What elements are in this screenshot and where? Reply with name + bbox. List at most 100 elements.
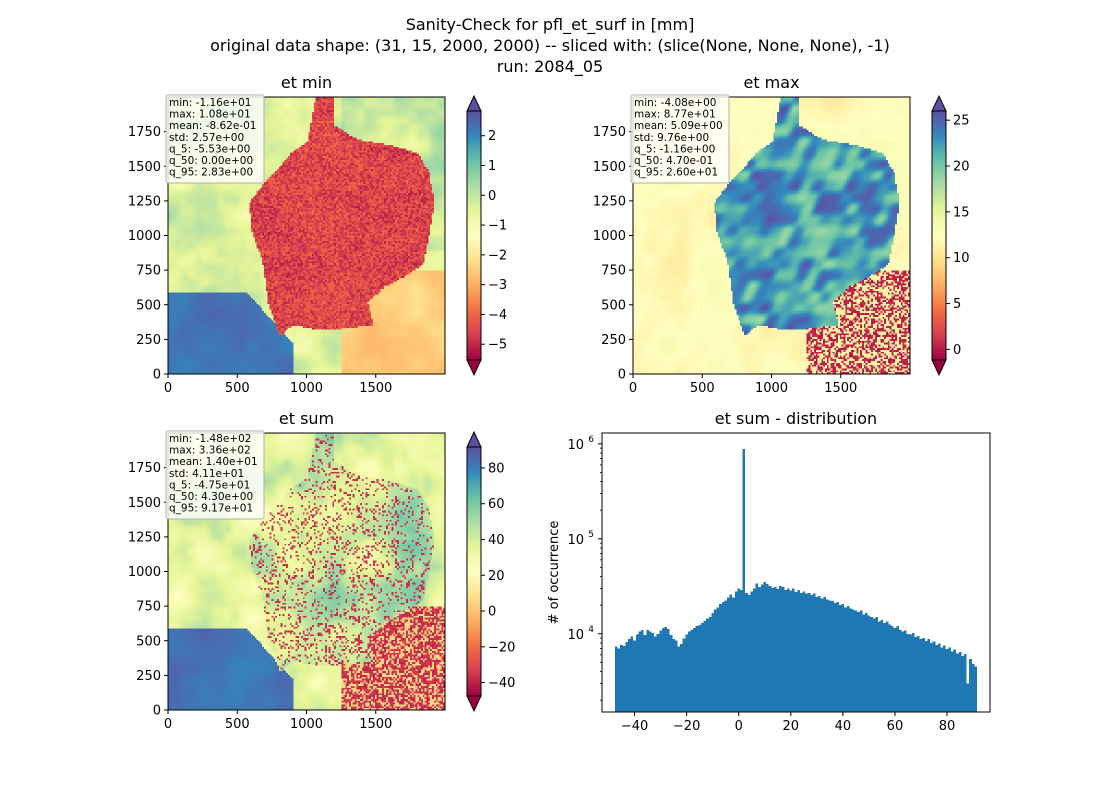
panel-1-colorbar-tick-label-1: 1 [488, 159, 496, 174]
panel-4-bar-79 [820, 598, 824, 712]
panel-1-colorbar-tick-label-4: −2 [488, 248, 507, 263]
panel-2-title: et max [743, 73, 799, 92]
panel-2-colorbar-tick-label-4: 5 [953, 297, 961, 312]
panel-4-bar-72 [802, 591, 806, 712]
panel-3-stats-line-6: q_95: 9.17e+01 [169, 503, 253, 515]
panel-4-bar-125 [940, 647, 944, 712]
panel-4-bar-124 [937, 643, 941, 712]
panel-2-xtick-label-2: 1000 [755, 381, 788, 396]
panel-4-bar-20 [667, 629, 670, 712]
panel-4-bar-77 [815, 596, 819, 712]
panel-4-bar-74 [807, 592, 811, 712]
panel-4-bar-134 [963, 654, 967, 712]
figure-title-line-3: run: 2084_05 [497, 57, 603, 77]
panel-4-bar-119 [924, 640, 928, 712]
panel-2-ytick-label-4: 1000 [593, 229, 626, 244]
panel-4-bar-109 [898, 629, 902, 712]
panel-4-bar-39 [716, 607, 720, 712]
panel-4-bar-96 [865, 613, 868, 712]
panel-4-ytick-label-2: 10 [567, 438, 584, 453]
panel-1-ytick-label-6: 1500 [128, 160, 161, 175]
panel-1-colorbar-extend-min [466, 359, 482, 377]
panel-3-stats-box [165, 430, 265, 520]
panel-4-bar-107 [893, 627, 897, 712]
panel-4-bar-36 [708, 617, 712, 712]
panel-3-title: et sum [279, 409, 334, 428]
panel-3-stats-line-3: std: 4.11e+01 [169, 468, 244, 480]
panel-4-bar-110 [901, 631, 905, 712]
panel-4-bar-21 [669, 635, 673, 712]
panel-4-bar-136 [969, 659, 972, 712]
panel-4-bar-51 [747, 595, 751, 712]
panel-3-stats-line-5: q_50: 4.30e+00 [169, 491, 253, 503]
panel-4-bar-35 [706, 618, 709, 712]
panel-2-colorbar-tick-label-5: 0 [953, 343, 961, 358]
panel-1-ytick-label-2: 500 [136, 298, 161, 313]
panel-4-xtick-label-3: 20 [783, 719, 800, 734]
panel-2-stats-box [630, 94, 730, 184]
panel-4-bar-22 [672, 639, 675, 712]
panel-1-ytick-label-5: 1250 [128, 194, 161, 209]
panel-4-bar-102 [880, 619, 884, 712]
panel-2-colorbar [932, 111, 946, 360]
panel-4-bar-32 [698, 625, 701, 712]
panel-2-colorbar-extend-min [931, 359, 947, 377]
panel-4-bar-3 [622, 646, 626, 712]
panel-2-stats-line-6: q_95: 2.60e+01 [634, 167, 718, 179]
panel-4-bar-64 [781, 587, 785, 712]
panel-4-xtick-label-5: 60 [887, 719, 904, 734]
panel-4-xtick-label-0: −40 [621, 719, 648, 734]
panel-1-xtick-label-0: 0 [164, 381, 172, 396]
panel-4-ytick-exponent-0: 4 [588, 625, 594, 635]
panel-3-ytick-label-1: 250 [136, 669, 161, 684]
panel-4-bar-28 [687, 631, 691, 712]
panel-4-bar-121 [930, 642, 933, 712]
panel-4-bar-99 [872, 618, 876, 712]
panel-4-ytick-exponent-1: 5 [588, 530, 594, 540]
panel-4-bar-91 [851, 609, 855, 712]
panel-4-bar-6 [630, 636, 634, 712]
panel-4-bar-105 [888, 624, 892, 712]
panel-4-bar-68 [792, 588, 795, 712]
panel-4-axes-frame [601, 432, 991, 713]
panel-4-bar-61 [773, 587, 777, 712]
panel-3-colorbar-tick-label-1: 60 [488, 497, 505, 512]
panel-3-colorbar-frame [466, 446, 482, 697]
panel-4-bar-31 [695, 626, 699, 712]
panel-1-ytick-label-3: 750 [136, 264, 161, 279]
panel-4-bar-123 [935, 645, 938, 712]
panel-4-bar-115 [914, 637, 918, 712]
panel-4-bar-65 [784, 589, 787, 712]
panel-4-bar-12 [646, 629, 649, 712]
panel-2-xtick-label-1: 500 [690, 381, 715, 396]
panel-4-bar-17 [659, 630, 662, 712]
panel-4-bar-85 [836, 602, 839, 712]
panel-4-xtick-label-4: 40 [835, 719, 852, 734]
panel-4-bar-111 [904, 630, 907, 712]
panel-1-ytick-label-0: 0 [153, 368, 161, 383]
panel-1-title: et min [281, 73, 332, 92]
panel-4-bar-10 [641, 629, 644, 712]
panel-1-stats-line-5: q_50: 0.00e+00 [169, 155, 253, 167]
panel-4-bar-129 [950, 651, 954, 712]
panel-4-bar-126 [943, 645, 946, 712]
panel-4-bar-33 [700, 622, 704, 712]
panel-4-bar-70 [797, 589, 800, 712]
panel-4-bar-114 [911, 632, 915, 712]
panel-4-bar-112 [906, 633, 910, 712]
figure-title-line-2: original data shape: (31, 15, 2000, 2000… [210, 36, 890, 55]
panel-3-ytick-label-0: 0 [153, 704, 161, 719]
panel-4-ytick-label-1: 10 [567, 533, 584, 548]
panel-4-bar-67 [789, 590, 793, 712]
panel-4-ylabel: # of occurrence [547, 521, 562, 625]
panel-2-stats-line-4: q_5: -1.16e+00 [634, 143, 715, 155]
panel-4-bar-49 [742, 449, 746, 712]
panel-2-xtick-label-0: 0 [629, 381, 637, 396]
panel-4-bar-89 [846, 606, 850, 712]
panel-4-bar-135 [966, 683, 970, 712]
panel-4-bar-131 [956, 653, 959, 712]
panel-1-colorbar-tick-label-2: 0 [488, 189, 496, 204]
panel-4-bar-14 [651, 632, 655, 712]
panel-4-bar-48 [740, 589, 743, 712]
panel-1-colorbar-tick-label-6: −4 [488, 308, 507, 323]
